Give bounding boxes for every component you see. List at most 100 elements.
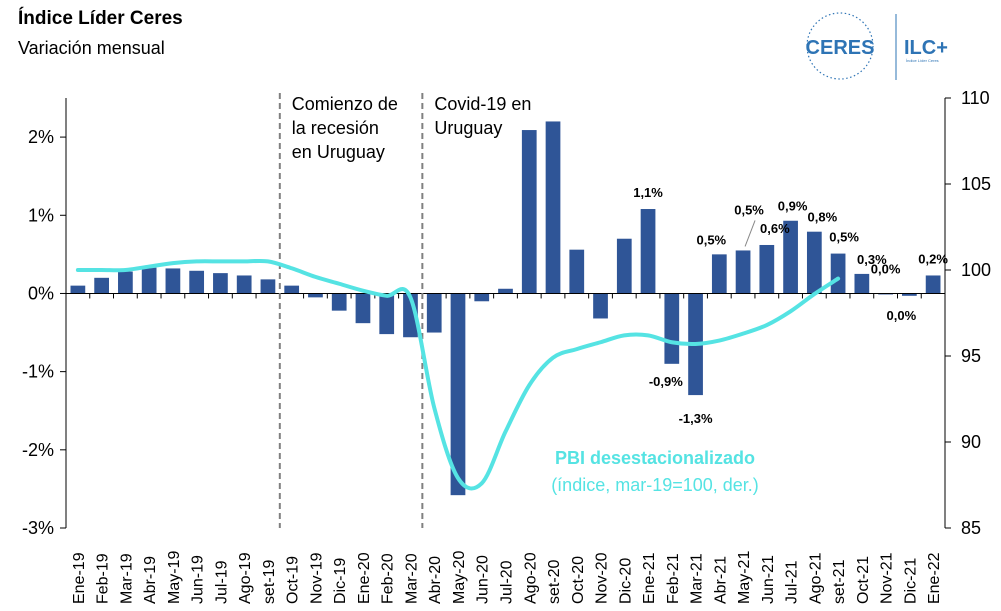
event-annotation: en Uruguay — [292, 142, 385, 162]
x-tick-label: Dic-21 — [902, 558, 919, 604]
x-tick-label: Jun-19 — [190, 555, 207, 604]
bar — [308, 293, 323, 298]
y-left-tick-label: 1% — [28, 205, 54, 225]
x-tick-label: Jul-21 — [784, 560, 801, 604]
bar — [806, 231, 822, 294]
x-tick-label: Jun-20 — [475, 555, 492, 604]
x-tick-label: Feb-19 — [95, 553, 112, 604]
data-label: 0,5% — [829, 230, 859, 245]
x-tick-label: May-21 — [736, 551, 753, 604]
data-label: 0,9% — [778, 199, 808, 214]
x-tick-label: Nov-20 — [594, 552, 611, 604]
x-tick-label: Ago-20 — [522, 552, 539, 604]
gdp-series-name: PBI desestacionalizado — [555, 448, 755, 468]
x-tick-label: Nov-21 — [879, 552, 896, 604]
x-tick-label: Oct-20 — [570, 556, 587, 604]
data-label: 0,6% — [760, 221, 790, 236]
bar — [783, 220, 798, 294]
x-tick-label: Jul-20 — [499, 560, 516, 604]
bar — [426, 293, 442, 333]
bar — [925, 275, 941, 294]
x-tick-label: Nov-19 — [308, 552, 325, 604]
x-tick-label: Oct-21 — [855, 556, 872, 604]
x-tick-label: Dic-19 — [332, 558, 349, 604]
bar — [498, 288, 513, 294]
x-tick-label: Ago-21 — [807, 552, 824, 604]
y-left-tick-label: -1% — [22, 362, 54, 382]
x-tick-label: May-19 — [166, 551, 183, 604]
data-label: 0,8% — [808, 210, 838, 225]
y-right-tick-label: 95 — [961, 346, 981, 366]
y-left-tick-label: 0% — [28, 283, 54, 303]
bar — [236, 275, 252, 294]
x-tick-label: Ene-19 — [71, 552, 88, 604]
gdp-series-note: (índice, mar-19=100, der.) — [551, 475, 759, 495]
data-label: 0,0% — [887, 308, 917, 323]
y-right-tick-label: 105 — [961, 174, 991, 194]
logo-ilc-text: ILC+ — [904, 37, 948, 59]
bar — [664, 293, 680, 364]
data-label: 0,5% — [734, 202, 764, 217]
bar — [830, 253, 846, 294]
y-left-tick-label: -3% — [22, 518, 54, 538]
event-annotation: la recesión — [292, 118, 379, 138]
data-label: 0,3% — [857, 252, 887, 267]
x-tick-label: Abr-21 — [712, 556, 729, 604]
chart-subtitle: Variación mensual — [18, 38, 165, 58]
x-tick-label: Mar-20 — [403, 553, 420, 604]
bar — [711, 254, 727, 294]
bar — [759, 244, 775, 294]
logo-small-text: Índice Líder Ceres — [906, 58, 939, 63]
bar — [450, 293, 466, 496]
bar — [854, 273, 870, 294]
ceres-ilc-logo: CERES ILC+ Índice Líder Ceres — [806, 12, 948, 80]
data-label: 1,1% — [633, 185, 663, 200]
bar — [355, 293, 371, 324]
y-left-tick-label: 2% — [28, 127, 54, 147]
x-tick-label: Ene-21 — [641, 552, 658, 604]
y-right-tick-label: 110 — [961, 88, 990, 108]
bar — [165, 268, 181, 294]
x-tick-label: set-19 — [261, 559, 278, 604]
bar — [545, 121, 561, 294]
bar — [521, 130, 537, 294]
x-tick-label: May-20 — [451, 551, 468, 604]
bar — [379, 293, 395, 335]
chart-title: Índice Líder Ceres — [18, 8, 183, 29]
bar — [141, 267, 157, 294]
bar — [593, 293, 608, 319]
x-tick-label: Ene-20 — [356, 552, 373, 604]
y-right-tick-label: 90 — [961, 432, 981, 452]
x-tick-label: Feb-20 — [380, 553, 397, 604]
bar — [94, 277, 109, 294]
bar — [640, 209, 656, 294]
x-tick-label: Mar-21 — [689, 553, 706, 604]
bar — [213, 273, 228, 294]
bar — [189, 270, 205, 294]
x-tick-label: Feb-21 — [665, 553, 682, 604]
data-label: 0,5% — [696, 232, 726, 247]
data-label: 0,2% — [918, 251, 948, 266]
bar — [118, 271, 133, 294]
data-label: 0,0% — [871, 261, 901, 276]
x-tick-label: Jun-21 — [760, 555, 777, 604]
bar — [284, 285, 300, 294]
x-tick-label: Abr-19 — [142, 556, 159, 604]
data-label-leader — [744, 220, 756, 247]
event-annotation: Covid-19 en — [434, 94, 531, 114]
bar — [70, 285, 86, 294]
bar — [260, 279, 276, 294]
bar — [569, 249, 585, 294]
data-label: -1,3% — [679, 411, 713, 426]
bar — [902, 293, 917, 296]
bar — [616, 238, 632, 294]
x-tick-label: set-20 — [546, 559, 563, 604]
x-tick-label: Ago-19 — [237, 552, 254, 604]
bar — [474, 293, 490, 302]
data-label: -0,9% — [649, 374, 683, 389]
y-right-tick-label: 100 — [961, 260, 991, 280]
x-tick-label: Mar-19 — [118, 553, 135, 604]
x-tick-label: Jul-19 — [213, 560, 230, 604]
event-annotation: Uruguay — [434, 118, 502, 138]
